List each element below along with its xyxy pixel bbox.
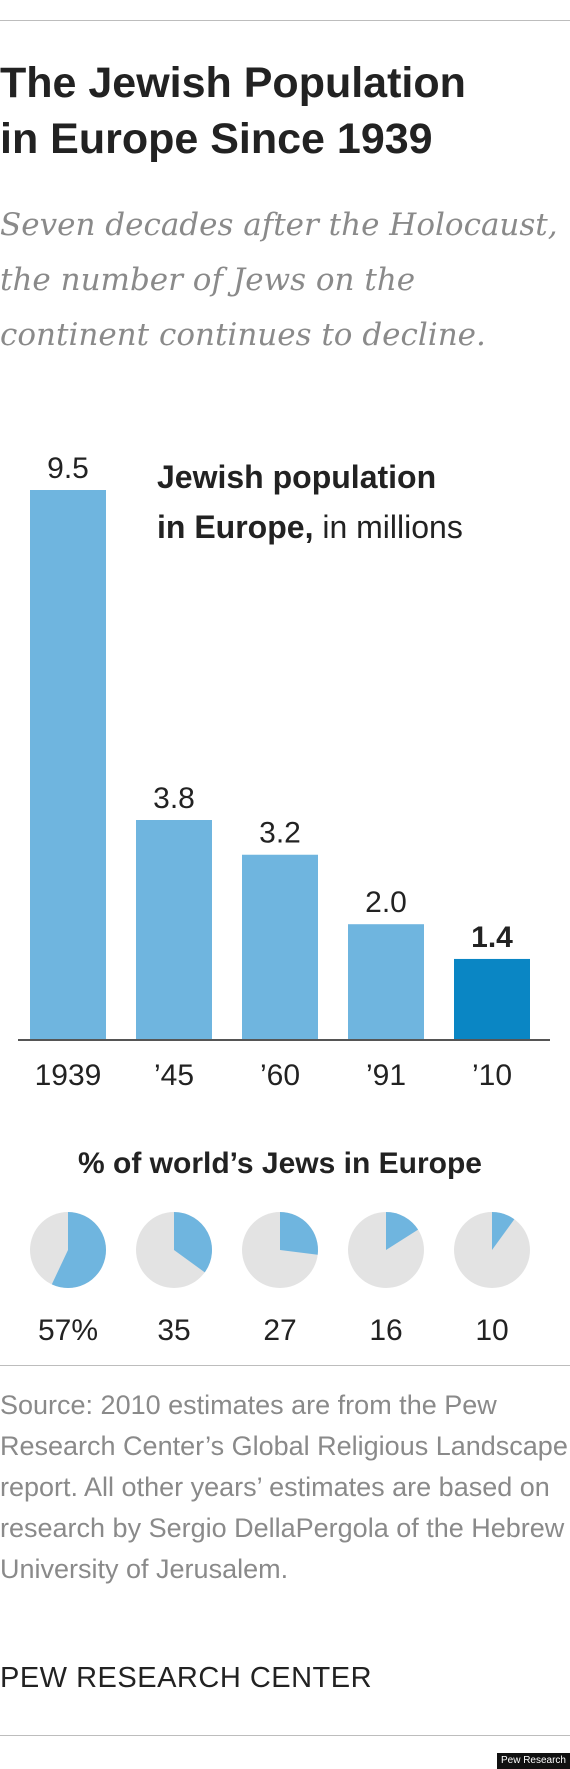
pie-value-label-2: 27 (263, 1314, 296, 1347)
top-rule (0, 20, 570, 21)
pie-value-label-0: 57% (38, 1314, 98, 1347)
source-rule (0, 1365, 570, 1366)
x-tick-label-3: ’91 (366, 1059, 406, 1092)
pie-slice-0 (51, 1212, 107, 1288)
pie-slice-4 (492, 1212, 515, 1250)
title-line-2: in Europe Since 1939 (0, 115, 433, 163)
pie-value-label-4: 10 (475, 1314, 508, 1347)
credit: PEW RESEARCH CENTER (0, 1662, 373, 1694)
bar-0 (30, 490, 106, 1040)
x-tick-label-1: ’45 (154, 1059, 194, 1092)
pie-value-label-3: 16 (369, 1314, 402, 1347)
bar-chart: 9.5 1939 3.8 ’45 3.2 ’60 2.0 ’91 1.4 ’10 (18, 452, 550, 1092)
x-tick-label-0: 1939 (35, 1059, 102, 1092)
bar-value-label-1: 3.8 (153, 782, 195, 815)
pie-value-label-1: 35 (157, 1314, 190, 1347)
bottom-rule (0, 1735, 570, 1736)
x-tick-label-4: ’10 (472, 1059, 512, 1092)
bar-label-bold-2: in Europe, (157, 509, 314, 545)
bar-3 (348, 924, 424, 1040)
bar-value-label-0: 9.5 (47, 452, 89, 485)
pie-slice-1 (174, 1212, 213, 1273)
x-tick-label-2: ’60 (260, 1059, 300, 1092)
bar-value-label-2: 3.2 (259, 817, 301, 850)
pie-charts: 57% 35 27 16 10 (30, 1212, 530, 1347)
bar-label-bold-1: Jewish population (157, 459, 437, 495)
bar-1 (136, 820, 212, 1040)
pew-badge: Pew Research (496, 1753, 570, 1769)
bar-2 (242, 854, 318, 1040)
bar-value-label-4: 1.4 (471, 921, 513, 954)
chart-subtitle: Seven decades after the Holocaust, the n… (0, 207, 558, 353)
pie-slice-3 (386, 1212, 419, 1250)
bar-chart-label: Jewish population in Europe, in millions (157, 452, 557, 552)
pie-slice-2 (280, 1212, 318, 1255)
bar-4 (454, 958, 530, 1040)
bar-value-label-3: 2.0 (365, 886, 407, 919)
source-note: Source: 2010 estimates are from the Pew … (0, 1390, 568, 1584)
chart-title: The Jewish Population in Europe Since 19… (0, 55, 560, 167)
bar-label-units: in millions (313, 509, 463, 545)
title-line-1: The Jewish Population (0, 59, 466, 107)
pie-chart-title: % of world’s Jews in Europe (78, 1147, 482, 1180)
